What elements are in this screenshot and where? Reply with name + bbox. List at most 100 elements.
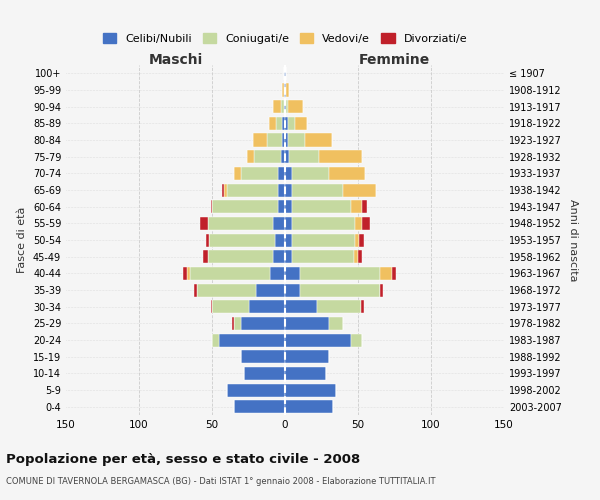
Bar [278, 167, 285, 180]
Bar [288, 117, 295, 130]
Bar [359, 234, 364, 246]
Bar [234, 167, 241, 180]
Bar [285, 134, 288, 146]
Bar [285, 100, 286, 113]
Bar [285, 167, 292, 180]
Bar [194, 284, 197, 296]
Bar [206, 234, 209, 246]
Bar [305, 134, 332, 146]
Text: Popolazione per età, sesso e stato civile - 2008: Popolazione per età, sesso e stato civil… [6, 452, 360, 466]
Bar [317, 300, 361, 313]
Bar [244, 367, 285, 380]
Bar [285, 234, 292, 246]
Bar [282, 84, 284, 96]
Bar [299, 284, 380, 296]
Bar [285, 284, 299, 296]
Bar [329, 317, 343, 330]
Bar [200, 217, 208, 230]
Bar [350, 200, 362, 213]
Bar [286, 100, 288, 113]
Bar [232, 317, 234, 330]
Bar [285, 384, 336, 396]
Bar [284, 84, 285, 96]
Bar [392, 267, 396, 280]
Text: Femmine: Femmine [359, 52, 430, 66]
Bar [292, 217, 355, 230]
Bar [211, 200, 212, 213]
Bar [241, 167, 278, 180]
Bar [288, 100, 302, 113]
Bar [247, 150, 254, 163]
Text: Maschi: Maschi [148, 52, 203, 66]
Bar [281, 100, 284, 113]
Bar [292, 167, 329, 180]
Bar [284, 100, 285, 113]
Bar [292, 184, 343, 196]
Bar [362, 200, 367, 213]
Bar [289, 150, 319, 163]
Bar [286, 84, 289, 96]
Bar [190, 267, 271, 280]
Bar [183, 267, 187, 280]
Bar [284, 67, 285, 80]
Bar [285, 400, 333, 413]
Bar [224, 184, 227, 196]
Bar [211, 300, 212, 313]
Bar [248, 300, 285, 313]
Bar [282, 134, 285, 146]
Bar [285, 67, 286, 80]
Bar [285, 317, 329, 330]
Bar [285, 300, 317, 313]
Bar [222, 184, 224, 196]
Bar [256, 284, 285, 296]
Bar [276, 117, 282, 130]
Bar [282, 117, 285, 130]
Bar [212, 300, 248, 313]
Bar [285, 267, 299, 280]
Bar [253, 134, 268, 146]
Bar [220, 334, 285, 346]
Bar [362, 217, 370, 230]
Bar [292, 234, 355, 246]
Bar [285, 117, 288, 130]
Bar [241, 350, 285, 363]
Y-axis label: Anni di nascita: Anni di nascita [568, 198, 578, 281]
Bar [209, 234, 275, 246]
Bar [343, 184, 376, 196]
Bar [288, 134, 305, 146]
Bar [358, 250, 362, 263]
Bar [285, 250, 292, 263]
Bar [380, 284, 383, 296]
Bar [285, 84, 286, 96]
Bar [299, 267, 380, 280]
Bar [187, 267, 190, 280]
Bar [274, 217, 285, 230]
Bar [274, 100, 281, 113]
Bar [227, 184, 278, 196]
Bar [271, 267, 285, 280]
Bar [285, 217, 292, 230]
Bar [269, 117, 276, 130]
Bar [208, 250, 274, 263]
Bar [234, 317, 241, 330]
Bar [355, 234, 359, 246]
Bar [350, 334, 362, 346]
Bar [285, 200, 292, 213]
Bar [285, 350, 329, 363]
Bar [241, 317, 285, 330]
Bar [292, 250, 353, 263]
Bar [285, 334, 350, 346]
Bar [319, 150, 362, 163]
Bar [275, 234, 285, 246]
Bar [278, 184, 285, 196]
Bar [361, 300, 364, 313]
Bar [380, 267, 392, 280]
Bar [212, 200, 278, 213]
Y-axis label: Fasce di età: Fasce di età [17, 207, 27, 273]
Bar [212, 334, 220, 346]
Bar [353, 250, 358, 263]
Bar [355, 217, 362, 230]
Bar [285, 367, 326, 380]
Bar [203, 250, 208, 263]
Bar [295, 117, 307, 130]
